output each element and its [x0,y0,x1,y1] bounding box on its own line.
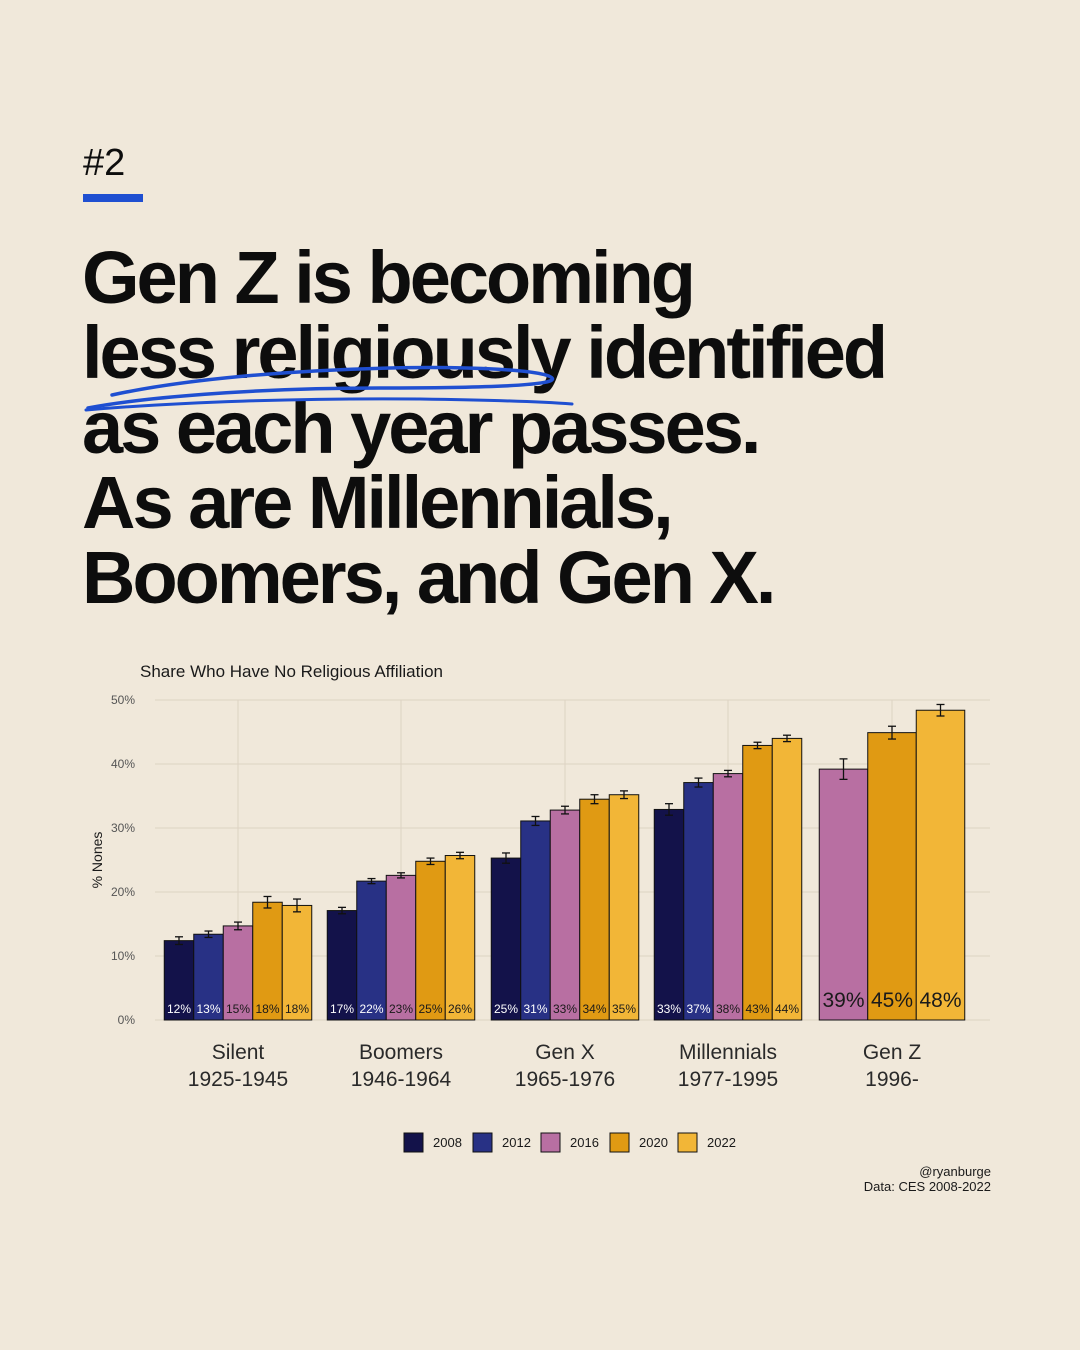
legend-label-2012: 2012 [502,1135,531,1150]
x-tick-label-name: Silent [212,1041,265,1064]
bar-boomers-2008 [326,910,358,1021]
bar-value-label: 18% [255,1002,279,1016]
x-tick-label-years: 1925-1945 [188,1068,288,1091]
x-tick-label-name: Millennials [679,1041,777,1064]
bar-value-label: 35% [612,1002,636,1016]
bar-value-label: 25% [494,1002,518,1016]
legend-swatch-2012 [472,1132,493,1153]
legend-label-2020: 2020 [639,1135,668,1150]
x-tick-label-years: 1996- [865,1068,919,1091]
y-axis-label: % Nones [89,832,105,889]
chart-title: Share Who Have No Religious Affiliation [140,662,443,681]
bar-value-label: 33% [657,1002,681,1016]
y-tick-label: 30% [111,821,135,835]
bar-gen-z-2020 [867,732,917,1021]
slide-number: #2 [83,142,126,184]
bar-silent-2020 [252,901,283,1021]
bar-value-label: 17% [330,1002,354,1016]
bar-value-label: 12% [167,1002,191,1016]
bar-value-label: 33% [553,1002,577,1016]
bar-millennials-2016 [712,773,744,1021]
x-tick-label-years: 1977-1995 [678,1068,778,1091]
legend-swatch-2022 [677,1132,698,1153]
bar-value-label: 26% [448,1002,472,1016]
bar-gen-x-2022 [608,794,640,1021]
y-tick-label: 10% [111,949,135,963]
bar-value-label: 37% [686,1002,710,1016]
x-tick-label-name: Gen Z [863,1041,922,1064]
bar-millennials-2008 [653,808,685,1021]
bar-value-label: 13% [196,1002,220,1016]
x-tick-label-name: Gen X [535,1041,595,1064]
bar-value-label: 23% [389,1002,413,1016]
y-tick-label: 40% [111,757,135,771]
bar-value-label: 15% [226,1002,250,1016]
x-tick-label-years: 1965-1976 [515,1068,615,1091]
bar-gen-z-2016 [818,768,869,1021]
bar-gen-x-2012 [520,820,551,1021]
bar-gen-x-2020 [579,798,610,1021]
bar-value-label: 31% [523,1002,547,1016]
bar-boomers-2012 [356,880,387,1021]
credit-source: Data: CES 2008-2022 [863,1179,991,1194]
bar-value-label: 43% [745,1002,769,1016]
legend-label-2008: 2008 [433,1135,462,1150]
legend-swatch-2020 [609,1132,630,1153]
x-tick-label-years: 1946-1964 [351,1068,452,1091]
bar-value-label: 18% [285,1002,309,1016]
bar-value-label: 44% [775,1002,799,1016]
bar-value-label: 48% [919,989,961,1012]
bar-value-label: 25% [418,1002,442,1016]
bar-gen-z-2022 [915,709,966,1021]
bar-gen-x-2016 [549,809,581,1021]
legend-swatch-2016 [540,1132,561,1153]
legend-swatch-2008 [403,1132,424,1153]
legend-label-2022: 2022 [707,1135,736,1150]
x-tick-label-name: Boomers [359,1041,443,1064]
bar-value-label: 45% [871,989,913,1012]
credit-author: @ryanburge [919,1164,991,1179]
headline-line-1: Gen Z is becoming [82,236,696,319]
y-tick-label: 50% [111,693,135,707]
bar-millennials-2022 [771,737,803,1021]
headline-line-5: Boomers, and Gen X. [82,536,776,619]
bar-boomers-2016 [385,874,417,1021]
legend-label-2016: 2016 [570,1135,599,1150]
bar-value-label: 39% [822,989,864,1012]
credit: @ryanburge Data: CES 2008-2022 [864,1164,991,1194]
bar-silent-2022 [281,904,313,1021]
bar-value-label: 34% [582,1002,606,1016]
bar-boomers-2020 [415,860,446,1021]
bar-boomers-2022 [444,855,476,1021]
slide-number-underline [83,194,143,202]
headline: Gen Z is becoming less religiously ident… [82,236,888,619]
bar-millennials-2012 [683,782,714,1021]
bar-value-label: 22% [359,1002,383,1016]
bar-silent-2012 [193,933,224,1021]
bar-value-label: 38% [716,1002,740,1016]
y-tick-label: 20% [111,885,135,899]
y-tick-label: 0% [118,1013,136,1027]
bar-millennials-2020 [742,744,773,1021]
bar-gen-x-2008 [490,857,522,1021]
headline-line-4: As are Millennials, [82,461,674,544]
